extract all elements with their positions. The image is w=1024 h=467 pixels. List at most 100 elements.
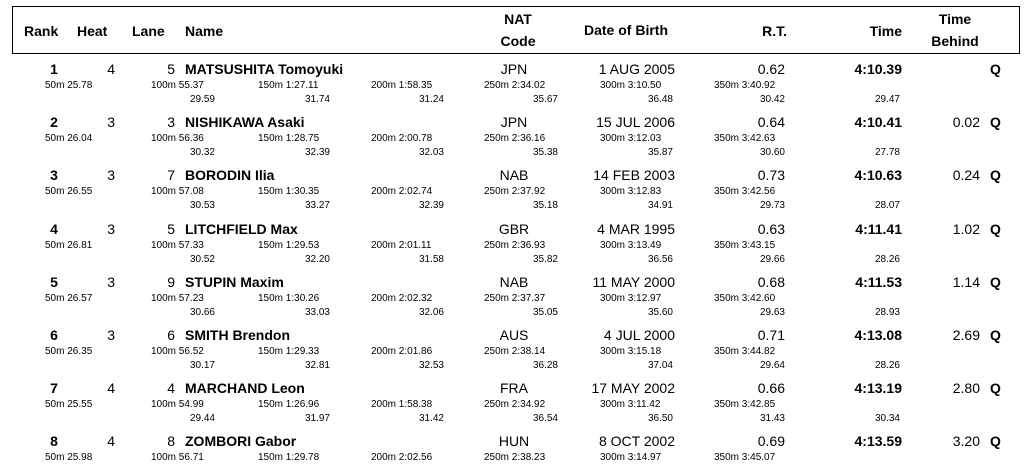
split-50m: 50m 26.81	[45, 239, 93, 251]
split-200m: 200m 1:58.35	[371, 80, 433, 91]
final-time: 4:13.08	[854, 327, 902, 343]
table-row: 1 4 5 MATSUSHITA Tomoyuki JPN 1 AUG 2005 0.62 4…	[0, 60, 1024, 113]
lap-350m: 30.42	[759, 94, 785, 105]
split-250m: 250m 2:38.23	[484, 452, 546, 464]
qualified-mark: Q	[990, 61, 1001, 77]
split-350m: 350m 3:42.60	[714, 292, 776, 304]
date-of-birth: 4 MAR 1995	[597, 220, 675, 237]
lap-100m: 30.66	[189, 306, 215, 318]
split-200m: 200m 1:58.38	[371, 399, 433, 411]
date-of-birth: 11 MAY 2000	[592, 273, 675, 290]
split-350m: 350m 3:45.07	[714, 452, 776, 464]
heat: 3	[107, 327, 115, 343]
split-300m: 300m 3:12.03	[600, 133, 662, 145]
split-300m: 300m 3:12.83	[600, 186, 662, 198]
header-nat: NAT	[504, 11, 532, 27]
rank: 1	[50, 61, 58, 77]
lap-100m: 29.44	[189, 413, 215, 425]
lap-400m: 27.78	[874, 147, 900, 159]
lap-150m: 33.03	[304, 306, 330, 318]
time-behind: 2.69	[952, 327, 980, 343]
qualified-mark: Q	[990, 380, 1001, 397]
split-350m: 350m 3:40.92	[714, 80, 776, 91]
lap-350m: 31.43	[759, 413, 785, 425]
lap-200m: 31.58	[418, 253, 444, 265]
lap-300m: 34.91	[647, 200, 673, 212]
lap-150m: 33.27	[304, 200, 330, 212]
header-rank: Rank	[24, 23, 59, 39]
reaction-time: 0.73	[757, 167, 785, 184]
split-300m: 300m 3:15.18	[600, 346, 662, 357]
split-200m: 200m 2:00.78	[371, 133, 433, 145]
header-code: Code	[500, 33, 536, 49]
date-of-birth: 4 JUL 2000	[603, 327, 675, 343]
final-time: 4:10.63	[854, 167, 902, 184]
table-row: 5 3 9 STUPIN Maxim NAB 11 MAY 2000 0.68 4:11.53…	[0, 273, 1024, 326]
date-of-birth: 17 MAY 2002	[591, 380, 675, 397]
lane: 3	[167, 114, 175, 131]
lap-100m: 30.52	[189, 253, 215, 265]
header-time-label: Time	[938, 11, 972, 27]
header-rt: R.T.	[762, 23, 787, 39]
split-150m: 150m 1:27.11	[258, 80, 319, 91]
time-behind: 0.24	[952, 167, 980, 184]
split-300m: 300m 3:10.50	[600, 80, 662, 91]
final-time: 4:11.41	[855, 220, 902, 237]
lap-250m: 35.18	[532, 200, 558, 212]
lane: 4	[167, 380, 175, 397]
split-250m: 250m 2:34.02	[484, 80, 546, 91]
lane: 9	[167, 273, 175, 290]
lane: 5	[167, 61, 175, 77]
lap-150m: 31.97	[304, 413, 330, 425]
split-250m: 250m 2:36.16	[484, 133, 546, 145]
rank: 8	[50, 433, 58, 450]
table-row: 6 3 6 SMITH Brendon AUS 4 JUL 2000 0.71 4:13.08…	[0, 326, 1024, 379]
qualified-mark: Q	[990, 273, 1001, 290]
split-200m: 200m 2:01.11	[371, 239, 432, 251]
nat-code: FRA	[500, 380, 528, 397]
rank: 7	[50, 380, 58, 397]
split-350m: 350m 3:42.56	[714, 186, 776, 198]
qualified-mark: Q	[990, 220, 1001, 237]
lap-100m: 30.32	[189, 147, 215, 159]
athlete-name: NISHIKAWA Asaki	[185, 114, 305, 131]
lap-250m: 35.67	[532, 94, 558, 105]
split-150m: 150m 1:30.26	[258, 292, 320, 304]
split-250m: 250m 2:37.37	[484, 292, 546, 304]
split-300m: 300m 3:12.97	[600, 292, 662, 304]
split-100m: 100m 54.99	[151, 399, 204, 411]
split-250m: 250m 2:34.92	[484, 399, 546, 411]
rank: 5	[50, 273, 58, 290]
athlete-name: LITCHFIELD Max	[185, 220, 298, 237]
qualified-mark: Q	[990, 167, 1001, 184]
heat: 3	[107, 273, 115, 290]
lap-100m: 30.53	[189, 200, 215, 212]
final-time: 4:13.19	[854, 380, 902, 397]
lap-350m: 29.64	[759, 360, 785, 371]
date-of-birth: 1 AUG 2005	[598, 61, 675, 77]
time-behind: 1.02	[952, 220, 980, 237]
lap-350m: 30.60	[759, 147, 785, 159]
split-100m: 100m 56.71	[151, 452, 204, 464]
lap-200m: 32.39	[418, 200, 444, 212]
lap-150m: 31.74	[304, 94, 330, 105]
nat-code: NAB	[499, 167, 529, 184]
split-350m: 350m 3:43.15	[714, 239, 776, 251]
split-200m: 200m 2:01.86	[371, 346, 433, 357]
reaction-time: 0.66	[757, 380, 785, 397]
nat-code: JPN	[500, 114, 528, 131]
header-nat-code: NAT Code	[501, 8, 536, 52]
lap-200m: 31.42	[418, 413, 444, 425]
header-lane: Lane	[132, 23, 165, 39]
lap-300m: 36.48	[647, 94, 673, 105]
header-behind-label: Behind	[931, 33, 979, 49]
lane: 7	[167, 167, 175, 184]
reaction-time: 0.69	[757, 433, 785, 450]
lap-250m: 35.82	[532, 253, 558, 265]
lap-300m: 36.50	[647, 413, 673, 425]
time-behind: 2.80	[952, 380, 980, 397]
split-50m: 50m 26.04	[45, 133, 93, 145]
split-300m: 300m 3:13.49	[600, 239, 662, 251]
time-behind: 0.02	[952, 114, 980, 131]
rank: 4	[50, 220, 58, 237]
